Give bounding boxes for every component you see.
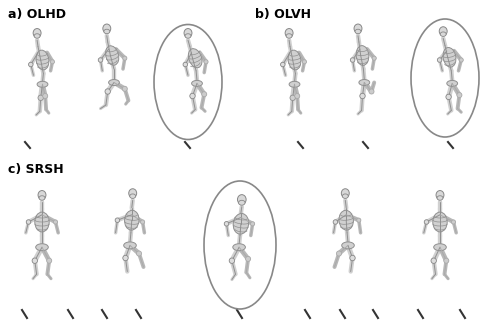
Circle shape (457, 92, 462, 98)
Circle shape (32, 258, 38, 263)
Ellipse shape (443, 48, 456, 67)
Ellipse shape (356, 46, 369, 65)
Circle shape (229, 258, 234, 263)
Ellipse shape (342, 189, 349, 198)
Ellipse shape (437, 196, 443, 200)
Circle shape (140, 220, 144, 224)
Circle shape (105, 89, 110, 94)
Circle shape (356, 218, 361, 222)
Text: a) OLHD: a) OLHD (8, 8, 66, 21)
Circle shape (190, 93, 195, 99)
Circle shape (446, 94, 452, 100)
Ellipse shape (286, 34, 292, 38)
Ellipse shape (37, 81, 48, 87)
Ellipse shape (35, 212, 49, 232)
Ellipse shape (185, 34, 191, 38)
Circle shape (333, 220, 338, 224)
Circle shape (98, 58, 103, 62)
Circle shape (336, 251, 342, 256)
Circle shape (26, 220, 31, 224)
Ellipse shape (238, 200, 245, 205)
Ellipse shape (184, 29, 192, 37)
Ellipse shape (106, 46, 119, 65)
Ellipse shape (124, 210, 139, 230)
Circle shape (115, 218, 119, 222)
Ellipse shape (433, 212, 447, 232)
Circle shape (290, 95, 296, 100)
Circle shape (50, 60, 54, 64)
Circle shape (350, 58, 355, 62)
Ellipse shape (434, 244, 446, 251)
Circle shape (438, 58, 442, 62)
Circle shape (246, 256, 250, 261)
Circle shape (28, 62, 33, 67)
Ellipse shape (354, 24, 362, 33)
Circle shape (54, 220, 58, 224)
Ellipse shape (108, 79, 120, 86)
Ellipse shape (339, 210, 353, 230)
Ellipse shape (288, 50, 301, 70)
Circle shape (122, 86, 128, 91)
Text: c) SRSH: c) SRSH (8, 163, 64, 176)
Ellipse shape (289, 81, 300, 87)
Ellipse shape (342, 242, 354, 249)
Ellipse shape (188, 49, 202, 68)
Circle shape (369, 89, 374, 94)
Ellipse shape (233, 244, 245, 251)
Circle shape (294, 93, 300, 98)
Circle shape (122, 56, 127, 60)
Ellipse shape (447, 80, 458, 86)
Circle shape (459, 58, 464, 62)
Ellipse shape (359, 79, 370, 86)
Ellipse shape (128, 189, 136, 198)
Circle shape (202, 92, 206, 97)
Circle shape (360, 93, 365, 99)
Circle shape (424, 220, 429, 224)
Ellipse shape (436, 191, 444, 199)
Circle shape (431, 258, 436, 263)
Circle shape (250, 222, 254, 226)
Circle shape (183, 62, 188, 67)
Circle shape (136, 251, 141, 256)
Circle shape (46, 258, 52, 263)
Circle shape (302, 60, 306, 64)
Ellipse shape (36, 244, 49, 251)
Ellipse shape (342, 194, 348, 198)
Ellipse shape (124, 242, 136, 249)
Ellipse shape (355, 29, 361, 34)
Circle shape (38, 95, 44, 100)
Ellipse shape (38, 191, 46, 199)
Circle shape (444, 258, 449, 263)
Circle shape (350, 255, 355, 261)
Circle shape (123, 255, 128, 261)
Circle shape (204, 60, 208, 64)
Ellipse shape (36, 50, 49, 70)
Ellipse shape (440, 32, 446, 36)
Circle shape (452, 220, 456, 224)
Ellipse shape (104, 29, 110, 34)
Ellipse shape (34, 34, 40, 38)
Ellipse shape (103, 24, 111, 33)
Circle shape (372, 56, 376, 60)
Circle shape (42, 93, 48, 98)
Ellipse shape (130, 194, 136, 198)
Circle shape (280, 62, 285, 67)
Ellipse shape (33, 29, 41, 37)
Circle shape (224, 221, 229, 226)
Ellipse shape (233, 214, 248, 234)
Ellipse shape (439, 27, 447, 36)
Ellipse shape (238, 195, 246, 204)
Ellipse shape (285, 29, 293, 37)
Ellipse shape (192, 80, 202, 86)
Text: b) OLVH: b) OLVH (255, 8, 311, 21)
Ellipse shape (39, 196, 45, 200)
